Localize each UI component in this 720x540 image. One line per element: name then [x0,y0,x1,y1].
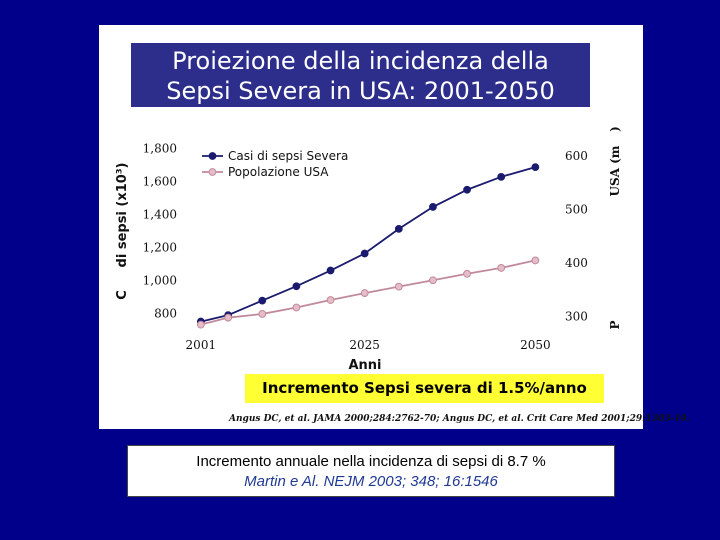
data-point-sepsi [429,203,437,211]
growth-highlight: Incremento Sepsi severa di 1.5%/anno [245,374,604,403]
data-point-popolazione [463,269,471,278]
citation: Angus DC, et al. JAMA 2000;284:2762-70; … [229,414,690,424]
y-right-tick-label: 500 [565,203,588,217]
data-point-popolazione [224,313,233,322]
legend-label-popolazione: Popolazione USA [228,165,329,179]
data-point-sepsi [531,163,540,171]
series-line-sepsi [200,166,536,323]
data-point-popolazione [326,296,335,304]
y-left-tick-label: 800 [154,306,177,320]
y-axis-right-title: USA (m [608,145,622,196]
y-left-tick-label: 1,000 [143,273,177,287]
y-axis-left-title: di sepsi (x10³) [115,163,130,268]
data-point-sepsi [292,282,301,291]
y-right-tick-label: 600 [565,149,588,163]
data-point-popolazione [196,320,205,329]
y-axis-right-bottom-fragment: P [608,320,622,329]
y-right-tick-label: 300 [565,310,588,324]
data-point-popolazione [429,276,437,285]
y-axis-left-fragment: C [115,290,130,300]
y-left-tick-label: 1,600 [143,174,177,188]
y-axis-right-fragment: ) [608,126,622,132]
data-point-sepsi [463,185,471,194]
caption-box: Incremento annuale nella incidenza di se… [127,445,615,497]
slide-panel: Proiezione della incidenza della Sepsi S… [99,25,690,429]
caption-incidence: Incremento annuale nella incidenza di se… [196,453,546,470]
legend-marker-sepsi [208,152,217,160]
caption-reference: Martin e Al. NEJM 2003; 348; 16:1546 [244,473,498,490]
y-left-tick-label: 1,200 [143,240,177,254]
legend-label-sepsi: Casi di sepsi Severa [228,149,348,163]
data-point-sepsi [360,249,369,258]
data-point-sepsi [326,266,335,275]
x-axis-title: Anni [348,358,381,373]
data-point-popolazione [394,282,403,291]
slide-title-line1: Proiezione della incidenza della [172,47,549,75]
x-tick-label: 2050 [520,338,551,352]
x-tick-label: 2001 [186,338,217,352]
y-left-tick-label: 1,800 [143,141,177,155]
data-point-sepsi [258,296,267,305]
slide-title: Proiezione della incidenza della Sepsi S… [131,43,590,107]
data-point-popolazione [292,303,301,312]
data-point-popolazione [497,264,506,272]
slide-title-line2: Sepsi Severa in USA: 2001-2050 [166,77,555,105]
data-point-sepsi [497,172,506,181]
y-right-tick-label: 400 [565,256,588,270]
x-tick-label: 2025 [349,338,380,352]
legend-marker-popolazione [208,168,217,176]
incidence-chart: 800 1,000 1,200 1,400 1,600 1,800 300 400 500 60… [115,126,622,373]
data-point-popolazione [360,289,369,297]
data-point-popolazione [258,310,267,318]
y-left-tick-label: 1,400 [143,207,177,221]
data-point-popolazione [531,256,540,265]
data-point-sepsi [394,224,403,233]
